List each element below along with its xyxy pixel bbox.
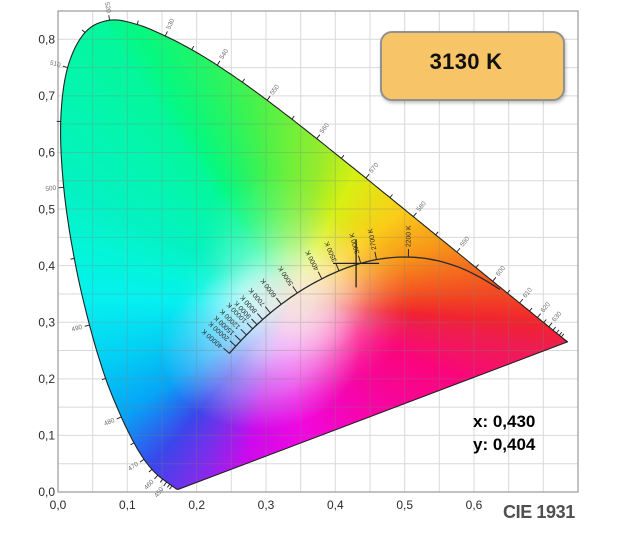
svg-text:0,0: 0,0 — [50, 498, 67, 512]
svg-text:0,8: 0,8 — [38, 32, 55, 46]
svg-text:0,2: 0,2 — [38, 372, 55, 386]
svg-text:580: 580 — [416, 200, 429, 213]
svg-text:550: 550 — [269, 83, 281, 96]
svg-text:2200 K: 2200 K — [405, 225, 412, 247]
svg-text:0,6: 0,6 — [466, 498, 483, 512]
svg-text:0,3: 0,3 — [38, 315, 55, 329]
svg-text:620: 620 — [540, 301, 553, 314]
svg-text:4000 K: 4000 K — [304, 249, 320, 272]
svg-text:0,1: 0,1 — [119, 498, 136, 512]
svg-text:510: 510 — [49, 60, 62, 70]
svg-text:530: 530 — [165, 18, 176, 31]
svg-text:0,4: 0,4 — [327, 498, 344, 512]
svg-text:0,4: 0,4 — [38, 259, 55, 273]
svg-text:630: 630 — [551, 310, 564, 323]
svg-text:480: 480 — [103, 417, 116, 428]
svg-text:6000 K: 6000 K — [259, 276, 278, 298]
svg-text:3500 K: 3500 K — [324, 240, 339, 263]
svg-text:470: 470 — [127, 461, 140, 473]
svg-text:460: 460 — [143, 478, 156, 491]
svg-text:3000 K: 3000 K — [349, 232, 362, 255]
svg-text:0,1: 0,1 — [38, 429, 55, 443]
svg-text:0,2: 0,2 — [188, 498, 205, 512]
svg-text:520: 520 — [103, 2, 112, 14]
svg-text:0,6: 0,6 — [38, 146, 55, 160]
svg-text:500: 500 — [45, 185, 57, 193]
svg-text:0,5: 0,5 — [396, 498, 413, 512]
svg-text:0,5: 0,5 — [38, 202, 55, 216]
svg-text:600: 600 — [495, 265, 508, 278]
svg-text:0,3: 0,3 — [258, 498, 275, 512]
svg-text:5000 K: 5000 K — [277, 264, 295, 286]
svg-text:610: 610 — [522, 286, 535, 299]
svg-text:0,0: 0,0 — [38, 485, 55, 499]
svg-text:540: 540 — [218, 48, 230, 61]
svg-text:490: 490 — [71, 324, 84, 334]
svg-text:2700 K: 2700 K — [367, 227, 378, 250]
svg-text:450: 450 — [153, 486, 165, 499]
svg-text:0,7: 0,7 — [38, 89, 55, 103]
